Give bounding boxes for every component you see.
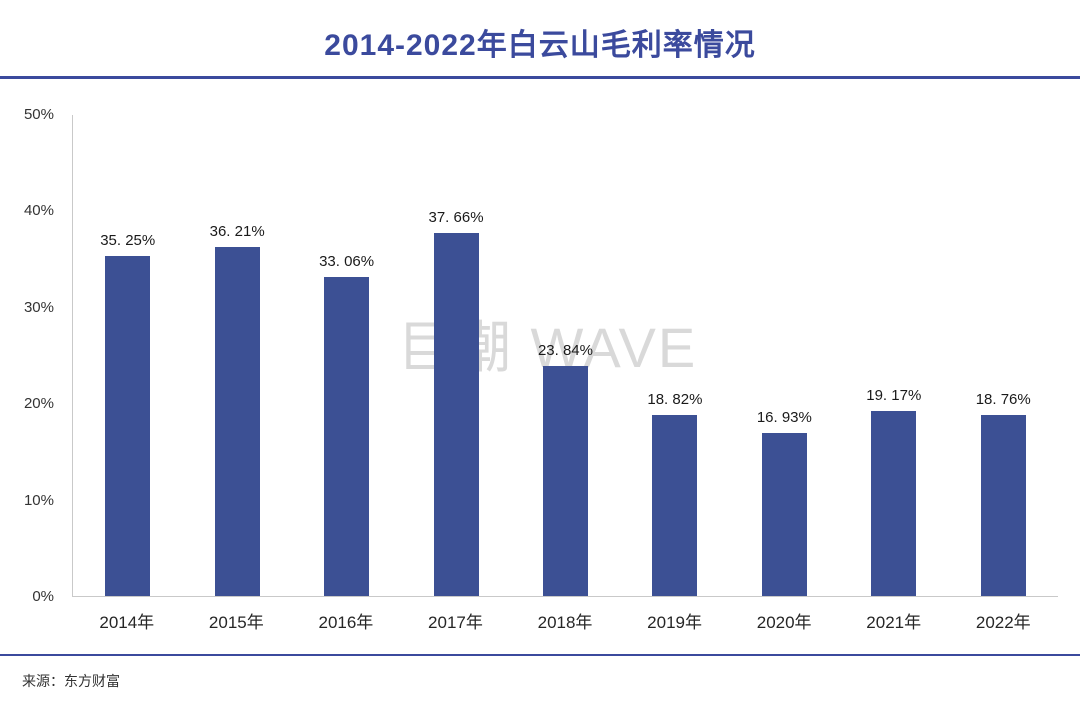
bar-slot: 35. 25% [73, 115, 182, 596]
x-tick-label: 2015年 [208, 613, 264, 632]
y-tick-label: 30% [23, 298, 54, 316]
plot-area: 巨潮 WAVE 35. 25% 36. 21% 33. 06% 37. 66% 23. … [72, 115, 1058, 597]
chart-title: 2014-2022年白云山毛利率情况 [324, 29, 756, 62]
source-note: 来源：东方财富 [22, 673, 120, 689]
bar [433, 233, 479, 596]
bar-slot: 16. 93% [730, 115, 839, 596]
bar-value-label: 33. 06% [319, 253, 375, 270]
x-tick-label: 2018年 [537, 613, 593, 632]
bottom-divider [0, 654, 1080, 656]
title-divider [0, 76, 1080, 79]
bar-slot: 18. 82% [620, 115, 729, 596]
bar [652, 415, 698, 596]
bar-slot: 18. 76% [949, 115, 1058, 596]
bar-value-label: 37. 66% [428, 209, 484, 226]
y-tick-label: 20% [23, 395, 54, 413]
y-axis-labels: 0% 10% 20% 30% 40% 50% [0, 106, 62, 605]
y-tick-label: 0% [32, 588, 54, 605]
bar [105, 256, 151, 596]
bar [214, 247, 260, 596]
bar-slot: 19. 17% [839, 115, 948, 596]
x-tick-label: 2014年 [99, 613, 155, 632]
bar-slot: 33. 06% [292, 115, 401, 596]
bar-value-label: 19. 17% [866, 387, 922, 404]
bar [980, 415, 1026, 596]
x-tick-label: 2022年 [975, 613, 1031, 632]
x-tick-label: 2017年 [428, 613, 483, 632]
bar-value-label: 18. 76% [975, 391, 1031, 408]
x-tick-label: 2020年 [756, 613, 812, 632]
y-tick-label: 50% [23, 106, 54, 123]
y-tick-label: 40% [23, 202, 54, 220]
bar [324, 277, 370, 596]
bars-row: 35. 25% 36. 21% 33. 06% 37. 66% 23. 84% 18. 8… [73, 115, 1058, 596]
bar-value-label: 16. 93% [756, 409, 812, 426]
bar-value-label: 36. 21% [209, 223, 265, 240]
bar [542, 366, 588, 596]
y-tick-label: 10% [23, 491, 54, 509]
x-tick-label: 2019年 [647, 613, 702, 632]
bar [871, 411, 917, 596]
bar-value-label: 18. 82% [647, 391, 703, 408]
x-tick-label: 2016年 [318, 613, 374, 632]
bar-slot: 36. 21% [182, 115, 291, 596]
bar-slot: 37. 66% [401, 115, 510, 596]
x-axis-labels: 2014年 2015年 2016年 2017年 2018年 2019年 2020年 2021年… [72, 608, 1058, 633]
bar-value-label: 23. 84% [537, 342, 593, 359]
x-tick-label: 2021年 [866, 613, 922, 632]
bar-value-label: 35. 25% [100, 232, 156, 249]
bar-slot: 23. 84% [511, 115, 620, 596]
bar [761, 433, 807, 596]
